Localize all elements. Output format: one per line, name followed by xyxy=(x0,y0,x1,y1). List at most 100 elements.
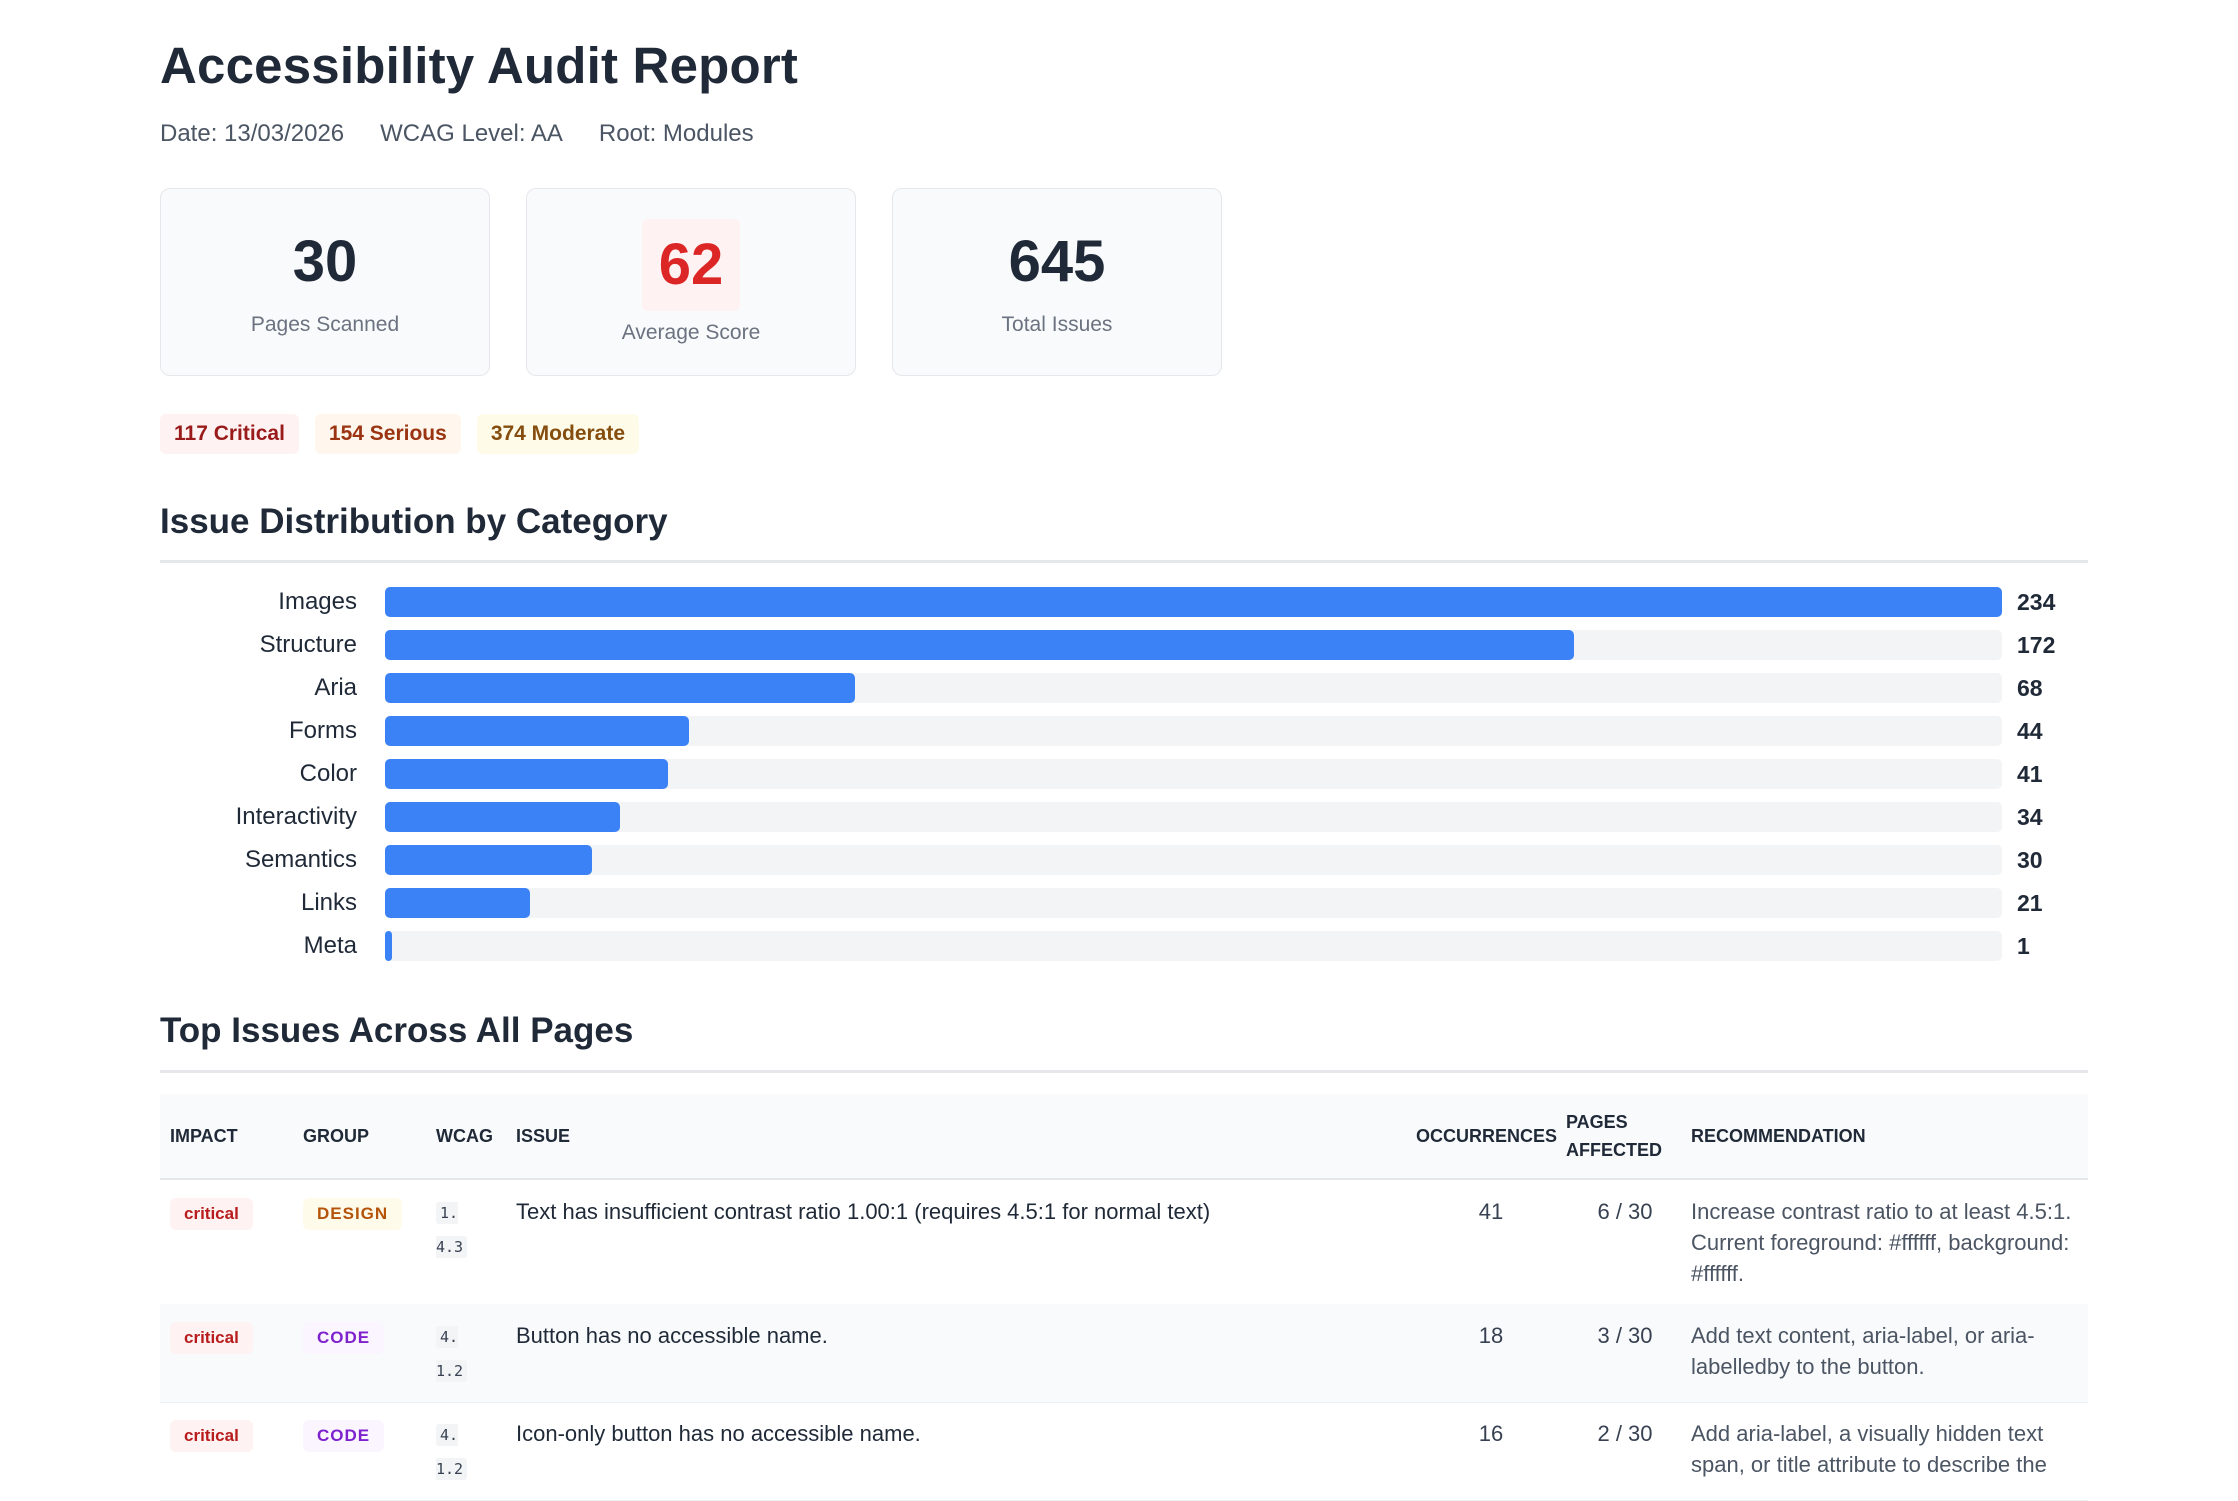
table-row: critical CODE 4.1.2 Icon-only button has… xyxy=(160,1402,2088,1501)
chart-category-label: Structure xyxy=(259,631,357,658)
chart-value-label: 44 xyxy=(2017,718,2043,744)
chart-bar-track xyxy=(385,802,2002,832)
col-impact: IMPACT xyxy=(170,1126,238,1146)
chart-value-label: 1 xyxy=(2017,933,2030,959)
chart-category-label: Aria xyxy=(314,674,357,701)
average-score-card: 62 Average Score xyxy=(526,188,856,376)
wcag-code: 4.1.2 xyxy=(436,1424,468,1480)
occurrences-cell: 18 xyxy=(1478,1323,1504,1348)
impact-cell: critical xyxy=(170,1418,253,1452)
chart-category-label: Images xyxy=(278,588,357,615)
table-header: IMPACT GROUP WCAG ISSUE OCCURRENCES PAGE… xyxy=(160,1094,2088,1180)
chart-bar-track xyxy=(385,888,2002,918)
wcag-code: 1.4.3 xyxy=(436,1202,468,1258)
total-issues-card: 645 Total Issues xyxy=(892,188,1222,376)
chart-value-label: 41 xyxy=(2017,761,2043,787)
col-issue: ISSUE xyxy=(516,1126,571,1146)
pages-affected-cell: 3 / 30 xyxy=(1597,1323,1653,1348)
chart-bar-track xyxy=(385,759,2002,789)
table-row: critical DESIGN 1.4.3 Text has insuffici… xyxy=(160,1180,2088,1305)
chart-row: Color 41 xyxy=(160,758,2088,790)
chart-category-label: Semantics xyxy=(244,846,357,873)
chart-row: Aria 68 xyxy=(160,672,2088,704)
chart-row: Images 234 xyxy=(160,586,2088,618)
recommendation-cell: Increase contrast ratio to at least 4.5:… xyxy=(1691,1199,2072,1286)
col-occurrences: OCCURRENCES xyxy=(1416,1126,1558,1146)
distribution-section-title: Issue Distribution by Category xyxy=(160,502,668,541)
chart-value-label: 34 xyxy=(2017,804,2043,830)
severity-badges: 117 Critical 154 Serious 374 Moderate xyxy=(160,414,640,454)
report-root: Root: Modules xyxy=(598,120,754,147)
col-group: GROUP xyxy=(303,1126,370,1146)
group-cell: DESIGN xyxy=(303,1196,403,1230)
chart-value-label: 30 xyxy=(2017,847,2043,873)
impact-cell: critical xyxy=(170,1320,253,1354)
chart-row: Semantics 30 xyxy=(160,844,2088,876)
chart-bar xyxy=(385,931,392,961)
chart-category-label: Links xyxy=(300,889,357,916)
impact-badge: critical xyxy=(170,1420,253,1452)
chart-value-label: 68 xyxy=(2017,675,2043,701)
chart-bar-track xyxy=(385,587,2002,617)
serious-count-badge: 154 Serious xyxy=(314,414,461,454)
chart-bar xyxy=(385,673,855,703)
chart-value-label: 234 xyxy=(2017,589,2056,615)
report-meta: Date: 13/03/2026 WCAG Level: AA Root: Mo… xyxy=(160,120,754,148)
average-score-value: 62 xyxy=(642,219,740,311)
chart-bar xyxy=(385,716,689,746)
chart-bar-track xyxy=(385,931,2002,961)
group-badge: CODE xyxy=(303,1420,385,1452)
average-score-label: Average Score xyxy=(621,321,761,344)
chart-row: Meta 1 xyxy=(160,930,2088,962)
summary-cards: 30 Pages Scanned 62 Average Score 645 To… xyxy=(160,188,1222,376)
pages-affected-cell: 2 / 30 xyxy=(1597,1421,1653,1446)
top-issues-section-title: Top Issues Across All Pages xyxy=(160,1011,634,1050)
chart-bar-track xyxy=(385,845,2002,875)
chart-value-label: 172 xyxy=(2017,632,2056,658)
report-date: Date: 13/03/2026 xyxy=(160,120,345,147)
wcag-code: 4.1.2 xyxy=(436,1326,468,1382)
chart-bar xyxy=(385,888,530,918)
recommendation-cell: Add aria-label, a visually hidden text s… xyxy=(1691,1421,2047,1477)
group-cell: CODE xyxy=(303,1320,385,1354)
section-divider xyxy=(160,560,2088,563)
col-pages-affected: PAGES AFFECTED xyxy=(1566,1094,1662,1178)
chart-bar-track xyxy=(385,630,2002,660)
chart-row: Links 21 xyxy=(160,887,2088,919)
chart-category-label: Meta xyxy=(303,932,357,959)
col-wcag: WCAG xyxy=(436,1126,493,1146)
pages-scanned-value: 30 xyxy=(292,229,358,294)
chart-row: Interactivity 34 xyxy=(160,801,2088,833)
chart-value-label: 21 xyxy=(2017,890,2043,916)
impact-badge: critical xyxy=(170,1322,253,1354)
occurrences-cell: 16 xyxy=(1478,1421,1504,1446)
chart-row: Structure 172 xyxy=(160,629,2088,661)
wcag-cell: 4.1.2 xyxy=(436,1418,476,1486)
chart-row: Forms 44 xyxy=(160,715,2088,747)
group-cell: CODE xyxy=(303,1418,385,1452)
chart-bar xyxy=(385,587,2002,617)
moderate-count-badge: 374 Moderate xyxy=(476,414,640,454)
col-recommendation: RECOMMENDATION xyxy=(1691,1126,1866,1146)
chart-category-label: Color xyxy=(299,760,357,787)
col-pages-affected-line1: PAGES xyxy=(1566,1112,1628,1132)
chart-bar-track xyxy=(385,716,2002,746)
col-pages-affected-line2: AFFECTED xyxy=(1566,1140,1662,1160)
chart-category-label: Forms xyxy=(289,717,357,744)
chart-bar-track xyxy=(385,673,2002,703)
critical-count-badge: 117 Critical xyxy=(160,414,299,454)
total-issues-value: 645 xyxy=(1008,229,1106,294)
issue-cell: Text has insufficient contrast ratio 1.0… xyxy=(516,1199,1211,1224)
group-badge: DESIGN xyxy=(303,1198,403,1230)
total-issues-label: Total Issues xyxy=(1001,313,1113,336)
issue-cell: Button has no accessible name. xyxy=(516,1323,828,1348)
occurrences-cell: 41 xyxy=(1478,1199,1504,1224)
wcag-cell: 4.1.2 xyxy=(436,1320,476,1388)
pages-affected-cell: 6 / 30 xyxy=(1597,1199,1653,1224)
pages-scanned-label: Pages Scanned xyxy=(250,313,400,336)
table-row: critical CODE 4.1.2 Button has no access… xyxy=(160,1304,2088,1403)
chart-bar xyxy=(385,845,592,875)
impact-cell: critical xyxy=(170,1196,253,1230)
chart-bar xyxy=(385,759,668,789)
recommendation-cell: Add text content, aria-label, or aria-la… xyxy=(1691,1323,2035,1379)
